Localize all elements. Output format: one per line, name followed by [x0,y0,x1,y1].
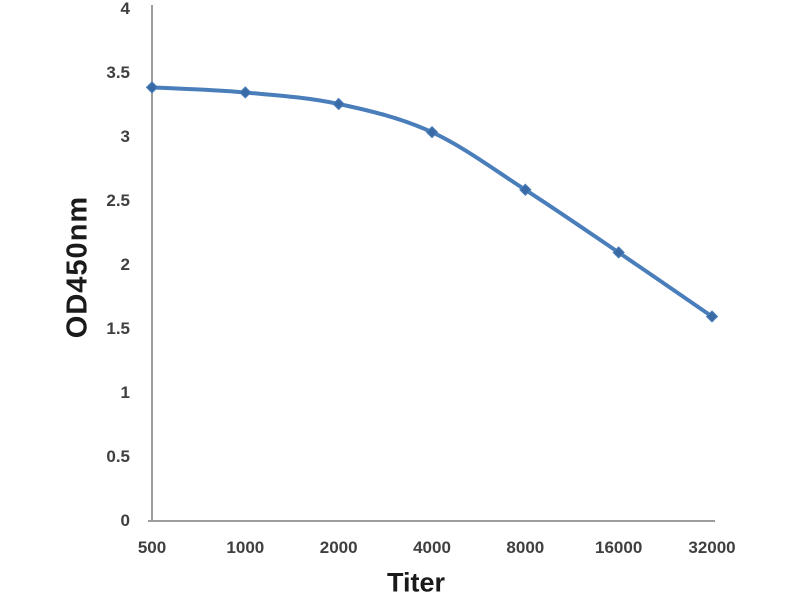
y-tick-label: 0 [121,511,130,530]
x-tick-label: 32000 [688,538,735,557]
data-point-marker [332,97,345,111]
y-tick-label: 1.5 [106,319,130,338]
y-tick-label: 4 [121,0,131,18]
data-point-marker [519,183,532,196]
y-tick-label: 3 [121,127,130,146]
x-tick-label: 2000 [320,538,358,557]
x-tick-label: 8000 [506,538,544,557]
data-point-marker [705,310,719,323]
data-point-marker [612,246,625,259]
x-tick-label: 4000 [413,538,451,557]
y-tick-label: 1 [121,383,130,402]
x-tick-label: 500 [138,538,166,557]
data-point-marker [145,81,159,94]
y-axis-title: OD450nm [61,195,94,339]
y-tick-label: 2.5 [106,191,130,210]
y-tick-label: 3.5 [106,63,130,82]
x-tick-label: 16000 [595,538,642,557]
y-tick-label: 0.5 [106,447,130,466]
x-axis-title: Titer [386,567,446,598]
series-line [150,85,714,319]
data-point-marker [239,86,252,99]
x-tick-label: 1000 [226,538,264,557]
data-point-marker [425,125,439,139]
y-tick-label: 2 [121,255,130,274]
